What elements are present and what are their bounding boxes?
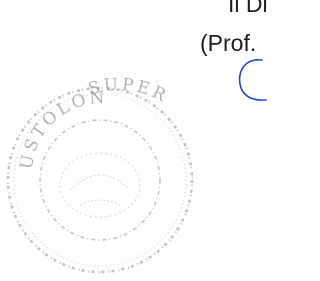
signatory: (Prof. <box>200 30 256 56</box>
page: SUPER USTOLON Il Di (Prof. (() => { cons… <box>0 0 277 281</box>
heading: Il Di <box>228 0 268 17</box>
document-scan: SUPER USTOLON Il Di (Prof. <box>0 0 277 281</box>
